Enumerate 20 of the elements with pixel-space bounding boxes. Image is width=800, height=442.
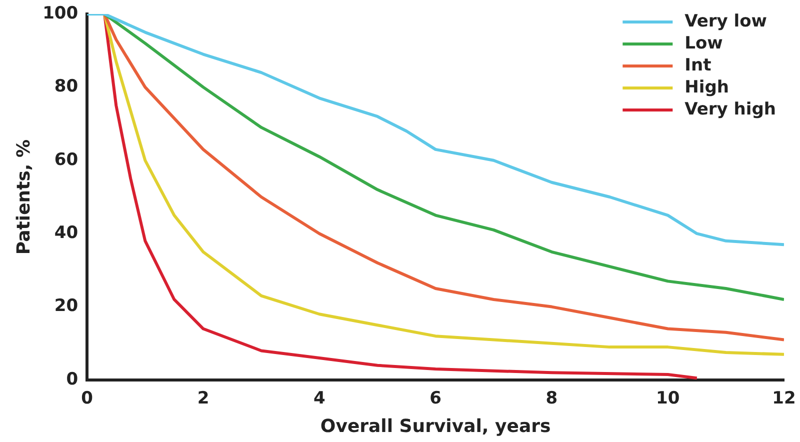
y-tick-label: 20 bbox=[54, 296, 78, 316]
y-tick-label: 60 bbox=[54, 150, 78, 170]
x-tick-label: 2 bbox=[197, 388, 210, 409]
legend-label: Very low bbox=[684, 11, 768, 32]
x-tick-label: 6 bbox=[430, 388, 442, 409]
legend-label: High bbox=[684, 77, 729, 98]
x-axis-title: Overall Survival, years bbox=[320, 416, 551, 437]
y-tick-label: 40 bbox=[54, 223, 78, 244]
legend-label: Low bbox=[684, 33, 724, 54]
x-tick-label: 12 bbox=[772, 388, 796, 409]
y-tick-label: 100 bbox=[42, 3, 78, 24]
x-tick-label: 8 bbox=[546, 388, 558, 409]
y-axis-title: Patients, % bbox=[13, 139, 34, 255]
y-tick-label: 80 bbox=[54, 76, 78, 97]
legend-label: Int bbox=[684, 55, 712, 76]
x-tick-label: 10 bbox=[656, 388, 680, 409]
legend-label: Very high bbox=[684, 99, 776, 120]
y-tick-label: 0 bbox=[66, 369, 78, 390]
x-tick-label: 0 bbox=[81, 388, 94, 409]
x-tick-label: 4 bbox=[313, 388, 326, 409]
